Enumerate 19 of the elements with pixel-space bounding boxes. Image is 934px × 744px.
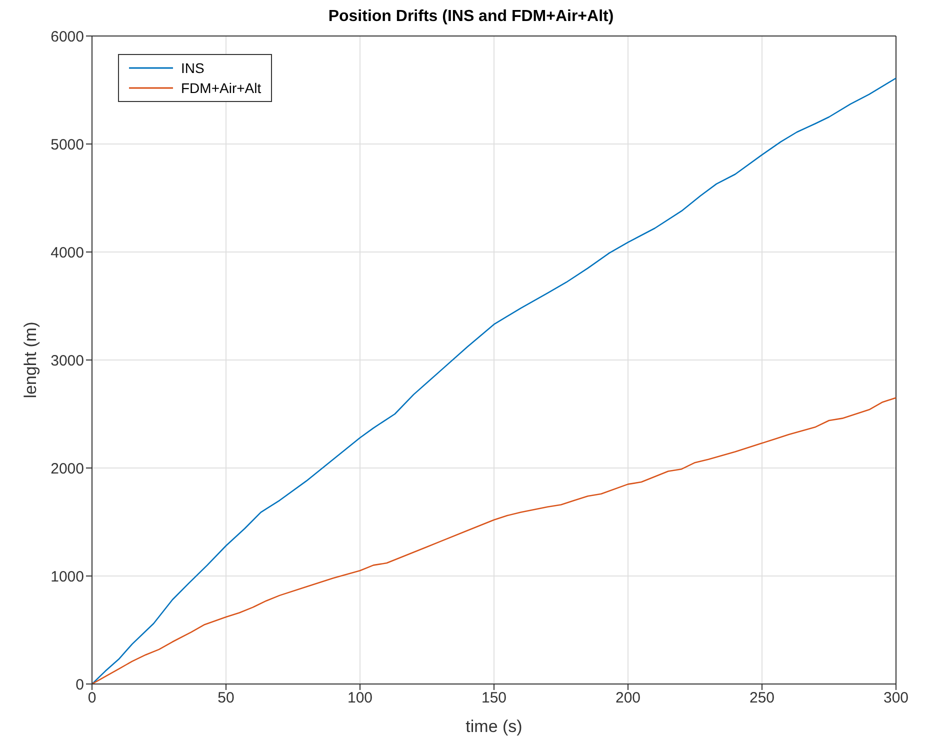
x-tick-label: 0: [88, 690, 96, 707]
y-tick-label: 2000: [50, 460, 84, 478]
x-tick-label: 100: [347, 690, 373, 707]
x-tick-label: 250: [749, 690, 775, 707]
x-tick-label: 50: [218, 690, 234, 707]
x-tick-label: 300: [883, 690, 909, 707]
y-tick-label: 3000: [50, 352, 84, 370]
x-tick-label: 200: [615, 690, 641, 707]
x-axis-title: time (s): [466, 717, 522, 736]
y-tick-label: 4000: [50, 244, 84, 262]
y-tick-label: 0: [76, 676, 84, 694]
legend-label: FDM+Air+Alt: [181, 80, 262, 96]
y-tick-label: 1000: [50, 568, 84, 586]
y-tick-label: 5000: [50, 136, 84, 154]
chart-title: Position Drifts (INS and FDM+Air+Alt): [327, 8, 615, 27]
y-axis-title: lenght (m): [21, 322, 40, 398]
legend-label: INS: [181, 60, 204, 76]
x-tick-label: 150: [481, 690, 507, 707]
y-tick-label: 6000: [50, 28, 84, 46]
